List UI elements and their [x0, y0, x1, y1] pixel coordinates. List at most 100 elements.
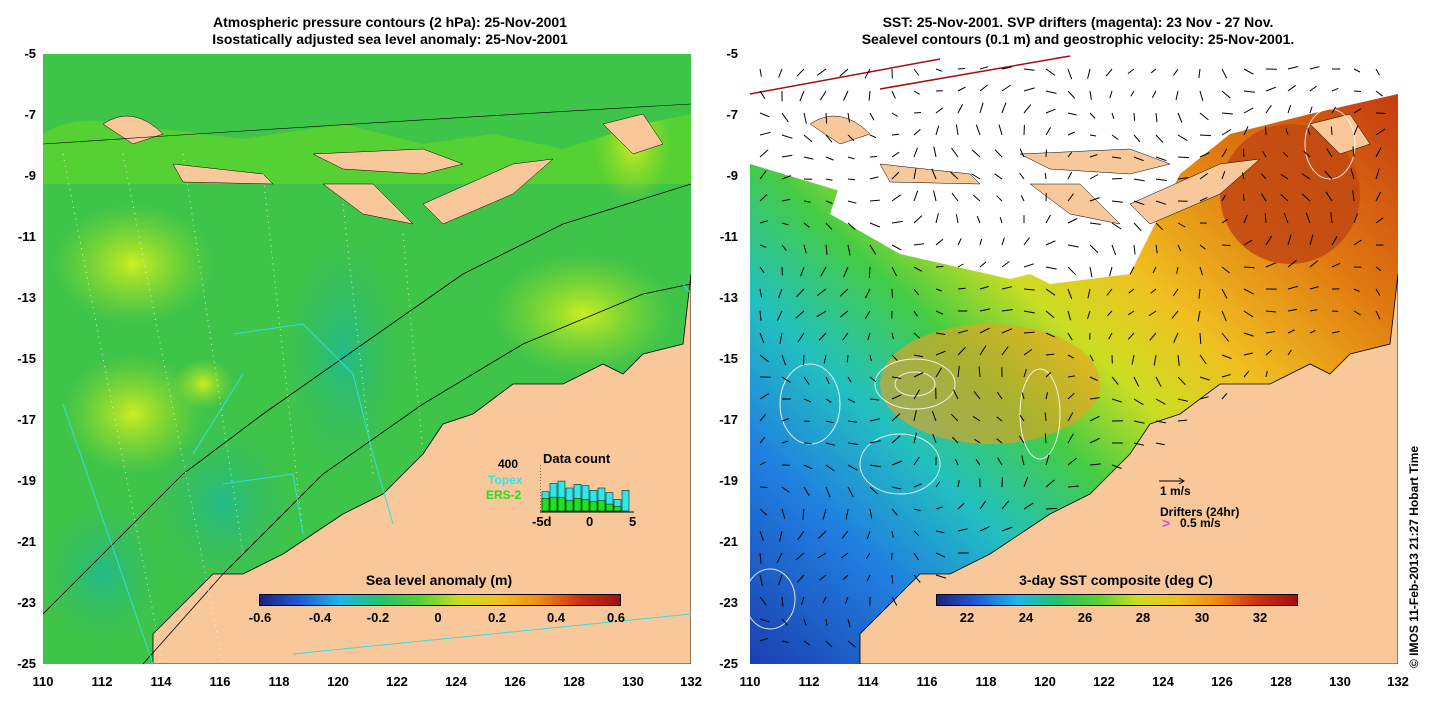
velocity-arrow	[847, 420, 858, 423]
velocity-arrow	[979, 500, 987, 510]
velocity-arrows	[759, 66, 1386, 648]
velocity-arrow	[1155, 376, 1162, 387]
velocity-arrow	[1265, 104, 1272, 114]
speed-label: 1 m/s	[1160, 484, 1191, 498]
velocity-arrow	[1133, 376, 1140, 387]
sst-map-svg	[750, 54, 1398, 664]
lon-tick: 114	[857, 674, 879, 689]
velocity-arrow	[1001, 309, 1013, 312]
velocity-arrow	[1326, 148, 1333, 158]
velocity-arrow	[1262, 150, 1267, 158]
velocity-arrow	[825, 464, 835, 472]
lat-tick: -17	[17, 412, 36, 427]
velocity-arrow	[1089, 134, 1097, 137]
velocity-arrow	[1175, 90, 1179, 101]
velocity-arrow	[803, 464, 813, 470]
velocity-arrow	[1243, 332, 1254, 337]
velocity-arrow	[759, 393, 769, 400]
cbar-tick: 32	[1252, 610, 1268, 625]
velocity-arrow	[1155, 442, 1165, 446]
velocity-arrow	[869, 199, 880, 202]
velocity-arrow	[1375, 217, 1384, 224]
velocity-arrow	[864, 310, 871, 319]
velocity-arrow	[1023, 288, 1035, 291]
velocity-arrow	[1285, 128, 1289, 136]
velocity-arrow	[1045, 332, 1055, 338]
velocity-arrow	[803, 222, 810, 228]
velocity-arrow	[759, 413, 767, 422]
velocity-arrow	[1375, 147, 1382, 158]
velocity-arrow	[1280, 194, 1289, 202]
velocity-arrow	[1303, 150, 1311, 158]
velocity-arrow	[979, 261, 987, 268]
velocity-arrow	[932, 433, 937, 444]
velocity-arrow	[957, 502, 965, 510]
velocity-arrow	[1129, 266, 1135, 275]
inset-histogram	[540, 465, 634, 513]
velocity-arrow	[1127, 68, 1135, 74]
velocity-arrow	[891, 486, 902, 490]
velocity-arrow	[1283, 212, 1289, 224]
velocity-arrow	[979, 102, 984, 114]
velocity-arrow	[759, 486, 768, 489]
velocity-arrow	[1067, 392, 1075, 400]
velocity-arrow	[1111, 156, 1122, 159]
velocity-arrow	[801, 596, 805, 606]
velocity-arrow	[759, 131, 771, 136]
velocity-arrow	[803, 112, 807, 124]
velocity-arrow	[778, 288, 783, 299]
velocity-arrow	[864, 68, 871, 79]
velocity-arrow	[1375, 68, 1380, 76]
velocity-arrow	[1001, 84, 1012, 92]
velocity-arrow	[839, 68, 849, 77]
velocity-arrow	[1176, 266, 1179, 274]
velocity-arrow	[1045, 353, 1055, 356]
velocity-arrow	[1221, 266, 1231, 274]
velocity-arrow	[913, 530, 920, 537]
velocity-arrow	[1089, 244, 1099, 253]
velocity-arrow	[1287, 329, 1296, 334]
velocity-arrow	[891, 220, 903, 224]
cbar-tick: 30	[1194, 610, 1210, 625]
velocity-arrow	[913, 552, 920, 561]
velocity-arrow	[1331, 106, 1337, 114]
velocity-arrow	[1111, 222, 1122, 230]
sla-colorbar	[259, 594, 621, 606]
velocity-arrow	[957, 263, 964, 268]
velocity-arrow	[1243, 239, 1253, 246]
velocity-arrow	[957, 329, 969, 334]
velocity-arrow	[1243, 310, 1254, 318]
velocity-arrow	[778, 68, 783, 78]
left-panel-title: Atmospheric pressure contours (2 hPa): 2…	[40, 14, 740, 48]
velocity-arrow	[891, 394, 902, 400]
left-title-line1: Atmospheric pressure contours (2 hPa): 2…	[213, 14, 567, 30]
velocity-arrow	[1045, 127, 1052, 136]
velocity-arrow	[1023, 104, 1032, 114]
velocity-arrow	[994, 173, 1003, 180]
velocity-arrow	[1044, 172, 1047, 180]
velocity-arrow	[1221, 392, 1228, 400]
velocity-arrow	[994, 149, 1003, 158]
velocity-arrow	[935, 107, 944, 114]
velocity-arrow	[1089, 415, 1100, 422]
velocity-arrow	[803, 134, 813, 143]
velocity-arrow	[864, 288, 871, 299]
lon-tick: 116	[916, 674, 938, 689]
lon-tick: 120	[327, 674, 349, 689]
cbar-tick: 24	[1018, 610, 1034, 625]
sla-map-svg	[43, 54, 691, 664]
velocity-arrow	[781, 198, 791, 202]
velocity-arrow	[759, 461, 766, 466]
lat-tick: -5	[726, 46, 738, 61]
velocity-arrow	[759, 596, 767, 606]
velocity-arrow	[843, 90, 849, 101]
lon-tick: 122	[1093, 674, 1115, 689]
lon-tick: 130	[1329, 674, 1351, 689]
drifter-arrow-icon: >	[1162, 515, 1171, 531]
velocity-arrow	[1375, 112, 1386, 114]
velocity-arrow	[776, 310, 783, 321]
velocity-arrow	[781, 244, 787, 251]
velocity-arrow	[913, 288, 919, 296]
velocity-arrow	[1177, 354, 1180, 366]
velocity-arrow	[1287, 308, 1297, 312]
